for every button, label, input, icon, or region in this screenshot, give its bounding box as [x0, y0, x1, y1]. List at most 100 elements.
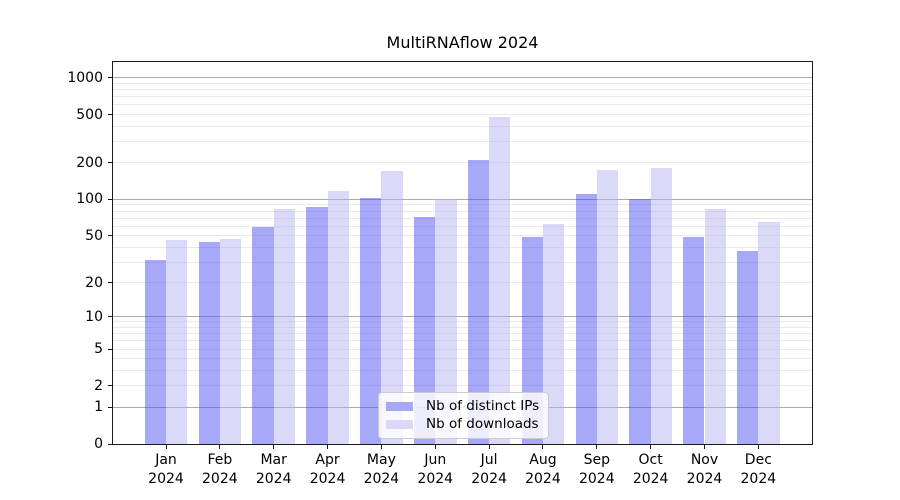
x-tick-mark — [704, 444, 705, 449]
minor-gridline — [113, 327, 812, 329]
bar-sep-distinct-ips — [575, 193, 597, 444]
x-tick-mark — [596, 444, 598, 449]
x-tick-label: Feb 2024 — [202, 452, 238, 487]
bar-may-distinct-ips — [360, 198, 382, 444]
y-tick-mark — [108, 385, 113, 387]
minor-gridline — [113, 217, 812, 219]
minor-gridline — [113, 125, 812, 127]
bar-jun-downloads — [435, 198, 457, 444]
bar-jul-distinct-ips — [467, 160, 490, 444]
x-tick-mark — [165, 444, 167, 449]
bar-apr-downloads — [327, 191, 349, 444]
x-tick-mark — [273, 444, 275, 449]
bar-feb-downloads — [219, 238, 242, 444]
x-tick-mark — [327, 444, 329, 449]
minor-gridline — [113, 104, 812, 106]
major-gridline — [113, 316, 812, 318]
minor-gridline — [113, 114, 812, 116]
y-tick-mark — [108, 198, 113, 200]
bar-jul-downloads — [489, 117, 511, 444]
y-tick-mark — [108, 316, 113, 318]
minor-gridline — [113, 141, 812, 143]
x-tick-label: Mar 2024 — [255, 452, 292, 487]
y-tick-label: 200 — [76, 154, 103, 171]
y-tick-label: 2 — [94, 377, 103, 394]
minor-gridline — [113, 358, 812, 360]
bar-dec-distinct-ips — [737, 251, 759, 444]
legend-item-downloads: Nb of downloads — [386, 416, 539, 432]
x-tick-label: Aug 2024 — [525, 452, 561, 487]
minor-gridline — [113, 282, 812, 284]
y-tick-label: 50 — [85, 227, 103, 244]
x-tick-mark — [434, 444, 436, 449]
y-tick-mark — [108, 348, 113, 350]
minor-gridline — [113, 333, 812, 335]
minor-gridline — [113, 235, 812, 237]
bar-oct-downloads — [650, 167, 672, 444]
x-tick-label: Jul 2024 — [471, 452, 507, 487]
minor-gridline — [113, 210, 812, 212]
legend-swatch-distinct-ips — [386, 401, 413, 411]
x-tick-label: Sep 2024 — [578, 452, 615, 487]
x-tick-mark — [380, 444, 382, 449]
bar-jun-distinct-ips — [413, 216, 436, 444]
x-tick-label: Dec 2024 — [740, 452, 777, 487]
x-tick-label: Jun 2024 — [417, 452, 454, 487]
minor-gridline — [113, 162, 812, 164]
legend-label-distinct-ips: Nb of distinct IPs — [426, 398, 540, 414]
bar-nov-distinct-ips — [683, 236, 705, 444]
y-tick-label: 500 — [76, 106, 103, 123]
legend-item-distinct-ips: Nb of distinct IPs — [386, 398, 539, 414]
y-tick-mark — [108, 235, 113, 237]
bar-dec-downloads — [758, 221, 780, 444]
chart-title: MultiRNAflow 2024 — [386, 33, 539, 52]
y-tick-label: 5 — [94, 341, 103, 358]
y-tick-mark — [108, 443, 113, 445]
bar-sep-downloads — [596, 170, 619, 444]
legend-swatch-downloads — [386, 419, 413, 429]
y-tick-mark — [108, 114, 113, 116]
minor-gridline — [113, 82, 812, 84]
minor-gridline — [113, 370, 812, 372]
minor-gridline — [113, 321, 812, 323]
y-tick-mark — [108, 77, 113, 79]
bar-jan-distinct-ips — [144, 260, 166, 444]
minor-gridline — [113, 340, 812, 342]
legend-label-downloads: Nb of downloads — [426, 416, 539, 432]
minor-gridline — [113, 204, 812, 206]
minor-gridline — [113, 348, 812, 350]
bar-may-downloads — [381, 170, 403, 444]
bar-mar-distinct-ips — [252, 227, 274, 444]
minor-gridline — [113, 246, 812, 248]
minor-gridline — [113, 261, 812, 263]
y-tick-label: 1 — [94, 399, 103, 416]
y-tick-mark — [108, 406, 113, 408]
y-tick-label: 1000 — [67, 69, 103, 86]
x-tick-label: May 2024 — [363, 452, 400, 487]
bar-oct-distinct-ips — [629, 199, 651, 444]
x-tick-mark — [650, 444, 652, 449]
x-tick-label: Apr 2024 — [309, 452, 346, 487]
x-tick-mark — [542, 444, 544, 449]
x-tick-label: Jan 2024 — [148, 452, 184, 487]
y-tick-label: 0 — [94, 436, 103, 452]
x-tick-mark — [488, 444, 490, 449]
bar-nov-downloads — [704, 209, 726, 444]
y-tick-label: 20 — [85, 274, 103, 291]
x-tick-label: Nov 2024 — [686, 452, 723, 487]
bar-apr-distinct-ips — [306, 206, 328, 444]
minor-gridline — [113, 89, 812, 91]
y-tick-label: 10 — [85, 308, 103, 325]
x-tick-mark — [219, 444, 221, 449]
minor-gridline — [113, 96, 812, 98]
major-gridline — [113, 198, 812, 200]
plot-area — [112, 61, 813, 445]
y-tick-mark — [108, 162, 113, 164]
bar-jan-downloads — [166, 239, 188, 444]
y-tick-label: 100 — [76, 191, 103, 208]
legend: Nb of distinct IPs Nb of downloads — [378, 392, 550, 439]
x-tick-mark — [757, 444, 759, 449]
minor-gridline — [113, 385, 812, 387]
major-gridline — [113, 77, 812, 79]
